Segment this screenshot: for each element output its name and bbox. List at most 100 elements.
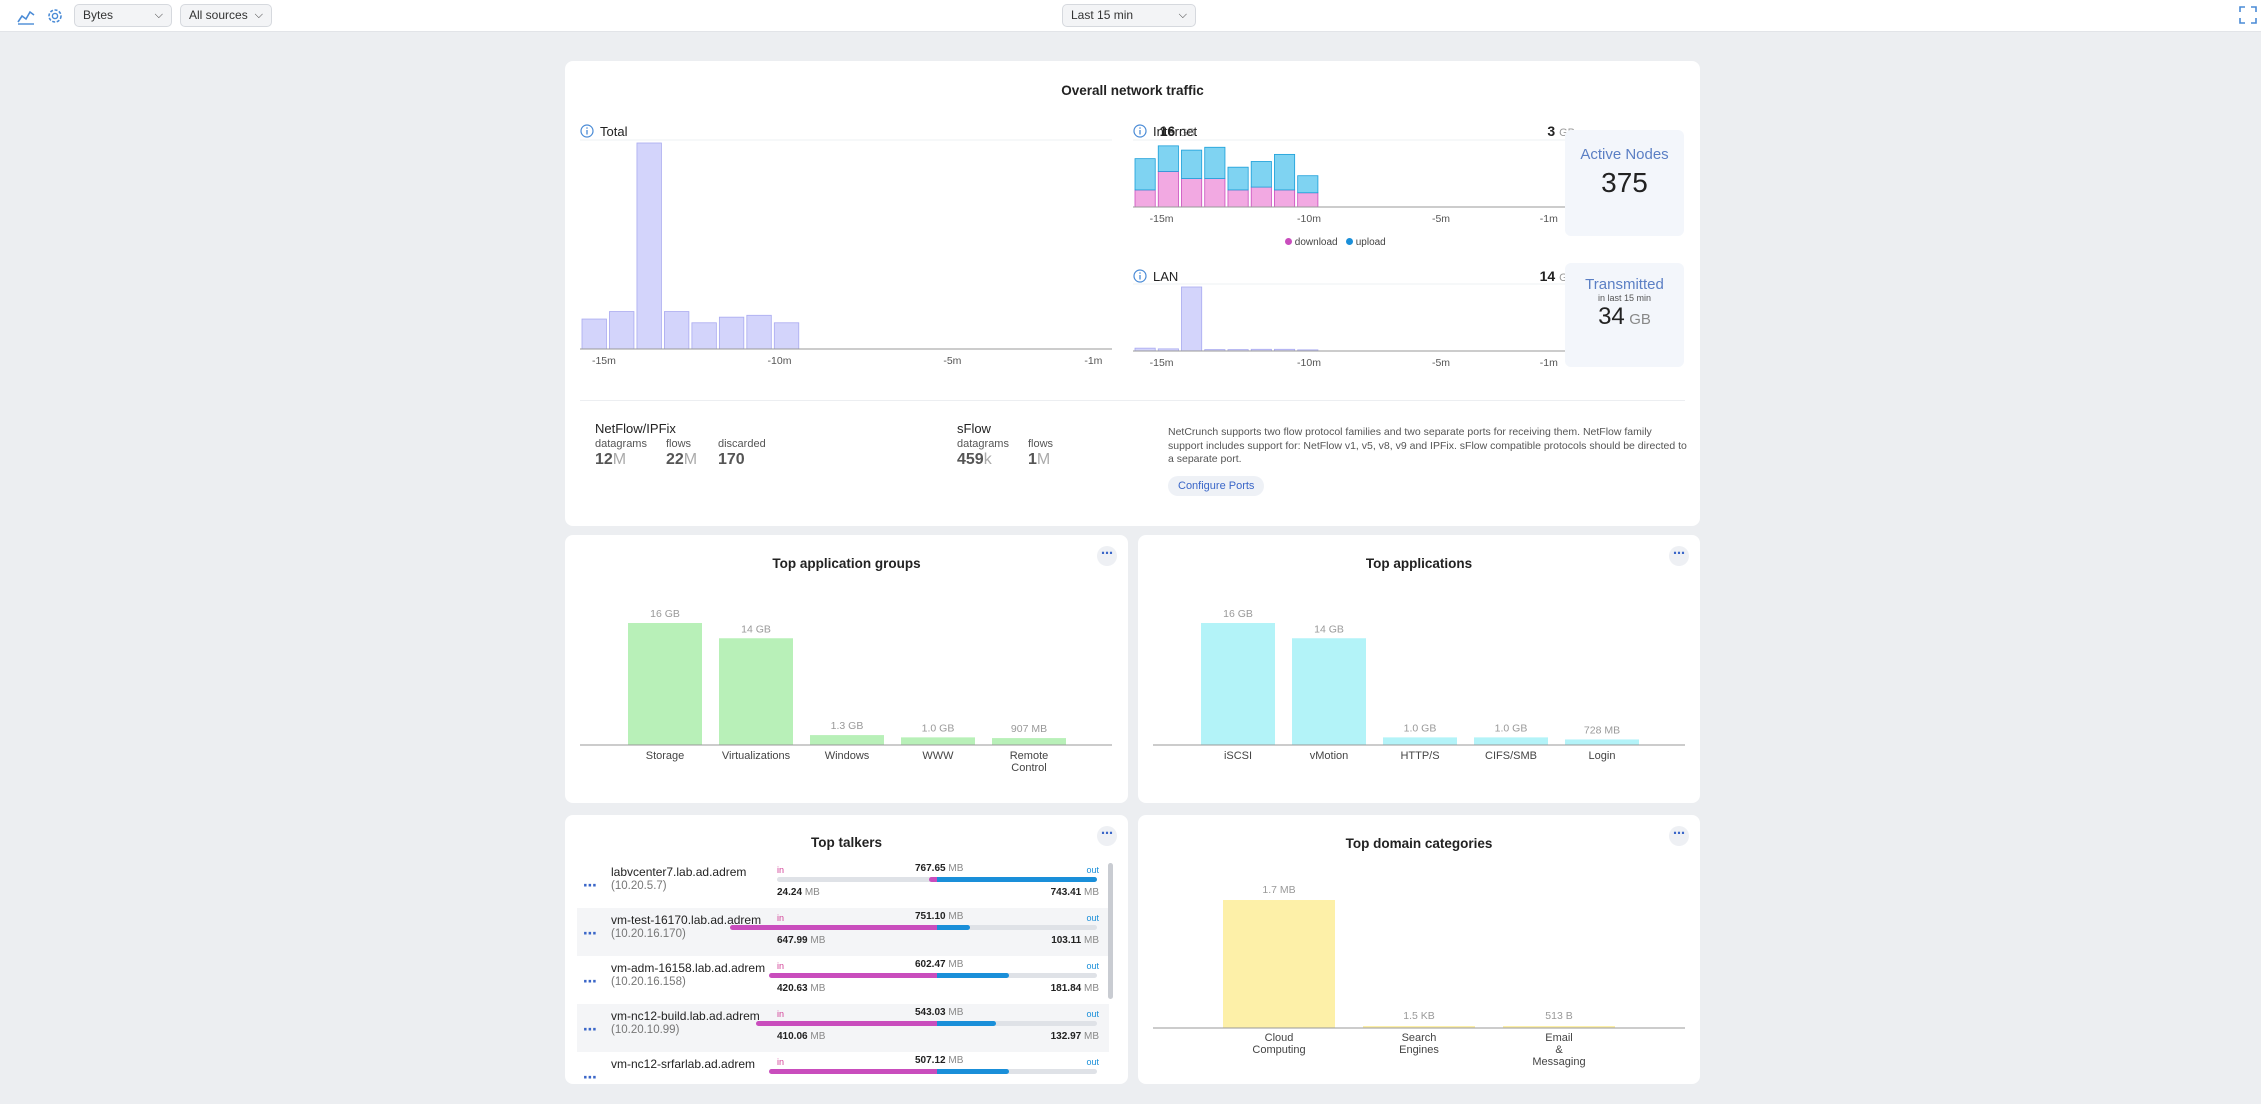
out-bar <box>937 877 1097 882</box>
gear-icon[interactable] <box>45 6 65 26</box>
time-bar <box>664 311 690 350</box>
talker-ip: (10.20.5.7) <box>611 880 667 892</box>
row-more-button[interactable]: ⋯ <box>583 877 597 893</box>
info-icon[interactable] <box>580 124 594 138</box>
x-tick-label: -15m <box>592 355 616 367</box>
lan-chart: -15m -10m -5m -1m <box>1133 283 1573 369</box>
talker-name: vm-adm-16158.lab.ad.adrem <box>611 961 766 975</box>
top-app-groups-card: Top application groups ⋯ 16 GB Storage 14 … <box>565 535 1128 803</box>
in-value: 410.06 MB <box>777 1031 826 1042</box>
download-bar <box>1204 178 1226 208</box>
upload-bar <box>1250 161 1272 188</box>
card-title: Overall network traffic <box>1061 83 1204 98</box>
active-nodes-value: 375 <box>1601 167 1648 198</box>
scrollbar[interactable] <box>1108 863 1113 999</box>
bar-value-label: 1.0 GB <box>922 722 955 734</box>
category-label: iSCSI <box>1224 750 1252 762</box>
category-bar <box>628 623 702 745</box>
bar-value-label: 728 MB <box>1584 724 1620 736</box>
table-row[interactable]: ⋯ vm-nc12-srfarlab.ad.adrem in 507.12 MB out <box>577 1052 1109 1084</box>
lan-label: LAN <box>1153 269 1179 284</box>
chart-icon[interactable] <box>16 6 36 26</box>
talker-ip: (10.20.16.170) <box>611 928 686 940</box>
fullscreen-icon[interactable] <box>2238 5 2258 25</box>
out-label: out <box>1086 913 1099 923</box>
time-bar <box>609 311 635 350</box>
category-label: Cloud <box>1265 1032 1294 1044</box>
in-label: in <box>777 1057 785 1067</box>
category-bar <box>1383 737 1457 745</box>
x-tick-label: -15m <box>1150 213 1174 225</box>
table-row[interactable]: ⋯ vm-adm-16158.lab.ad.adrem (10.20.16.158)… <box>577 956 1109 1004</box>
category-label: Control <box>1011 762 1046 774</box>
divider <box>580 400 1685 401</box>
category-label: Search <box>1402 1032 1437 1044</box>
out-value: 181.84 MB <box>1050 983 1099 994</box>
netflow-datagrams-value: 12M <box>595 451 627 468</box>
more-options-button[interactable]: ⋯ <box>1097 826 1117 846</box>
out-bar <box>937 1069 1009 1074</box>
netflow-flows-label: flows <box>666 438 692 450</box>
more-options-button[interactable]: ⋯ <box>1669 546 1689 566</box>
download-legend-dot <box>1285 238 1292 245</box>
category-bar <box>1474 737 1548 745</box>
row-more-button[interactable]: ⋯ <box>583 1021 597 1037</box>
category-bar <box>1363 1026 1475 1028</box>
table-row[interactable]: ⋯ vm-nc12-build.lab.ad.adrem (10.20.10.99)… <box>577 1004 1109 1052</box>
upload-bar <box>1157 145 1179 172</box>
x-tick-label: -1m <box>1540 357 1558 369</box>
bar-value-label: 1.3 GB <box>831 720 864 732</box>
in-bar <box>730 925 937 930</box>
bar-value-label: 907 MB <box>1011 723 1047 735</box>
talker-total: 602.47 MB <box>915 959 964 970</box>
more-options-button[interactable]: ⋯ <box>1669 826 1689 846</box>
out-value: 103.11 MB <box>1051 935 1099 946</box>
upload-bar <box>1204 146 1226 179</box>
category-label: WWW <box>922 750 954 762</box>
talker-ip: (10.20.16.158) <box>611 976 686 988</box>
configure-ports-button[interactable]: Configure Ports <box>1168 476 1265 496</box>
upload-bar <box>1297 175 1319 194</box>
category-label: Windows <box>825 750 870 762</box>
in-bar <box>929 877 937 882</box>
sflow-title: sFlow <box>957 421 991 436</box>
row-more-button[interactable]: ⋯ <box>583 1069 597 1084</box>
x-tick-label: -5m <box>1432 213 1450 225</box>
table-row[interactable]: ⋯ labvcenter7.lab.ad.adrem (10.20.5.7) in 76… <box>577 860 1109 908</box>
out-value: 132.97 MB <box>1050 1031 1099 1042</box>
in-label: in <box>777 865 785 875</box>
time-bar <box>773 322 800 350</box>
source-select[interactable]: All sources ⌵ <box>180 4 272 27</box>
card-title: Top talkers <box>810 835 883 850</box>
x-tick-label: -15m <box>1150 357 1174 369</box>
traffic-bar <box>756 1021 1097 1026</box>
row-more-button[interactable]: ⋯ <box>583 973 597 989</box>
bar-value-label: 1.5 KB <box>1403 1010 1435 1022</box>
category-label: Storage <box>646 750 685 762</box>
info-icon[interactable] <box>1133 124 1147 138</box>
category-label: Engines <box>1399 1044 1439 1056</box>
out-bar <box>937 973 1009 978</box>
table-row[interactable]: ⋯ vm-test-16170.lab.ad.adrem (10.20.16.170… <box>577 908 1109 956</box>
in-bar <box>769 1069 937 1074</box>
in-value: 647.99 MB <box>777 935 826 946</box>
netflow-flows-value: 22M <box>666 451 698 468</box>
time-bar <box>718 316 745 350</box>
time-range-select[interactable]: Last 15 min ⌵ <box>1062 4 1196 27</box>
talker-name: vm-test-16170.lab.ad.adrem <box>611 913 762 927</box>
internet-value: 3 GB <box>1547 123 1575 139</box>
chevron-down-icon: ⌵ <box>154 9 163 21</box>
category-label: CIFS/SMB <box>1485 750 1537 762</box>
download-bar <box>1274 189 1296 208</box>
info-icon[interactable] <box>1133 269 1147 283</box>
row-more-button[interactable]: ⋯ <box>583 925 597 941</box>
bar-value-label: 14 GB <box>741 623 771 635</box>
time-bar <box>1181 286 1203 352</box>
more-options-button[interactable]: ⋯ <box>1097 546 1117 566</box>
metric-select[interactable]: Bytes ⌵ <box>74 4 172 27</box>
upload-bar <box>1227 166 1249 191</box>
time-range-value: Last 15 min <box>1071 8 1134 22</box>
overall-traffic-card: Overall network traffic Total 16 GB -15m… <box>565 61 1700 526</box>
category-label: Email <box>1545 1032 1573 1044</box>
sflow-datagrams-label: datagrams <box>957 438 1009 450</box>
